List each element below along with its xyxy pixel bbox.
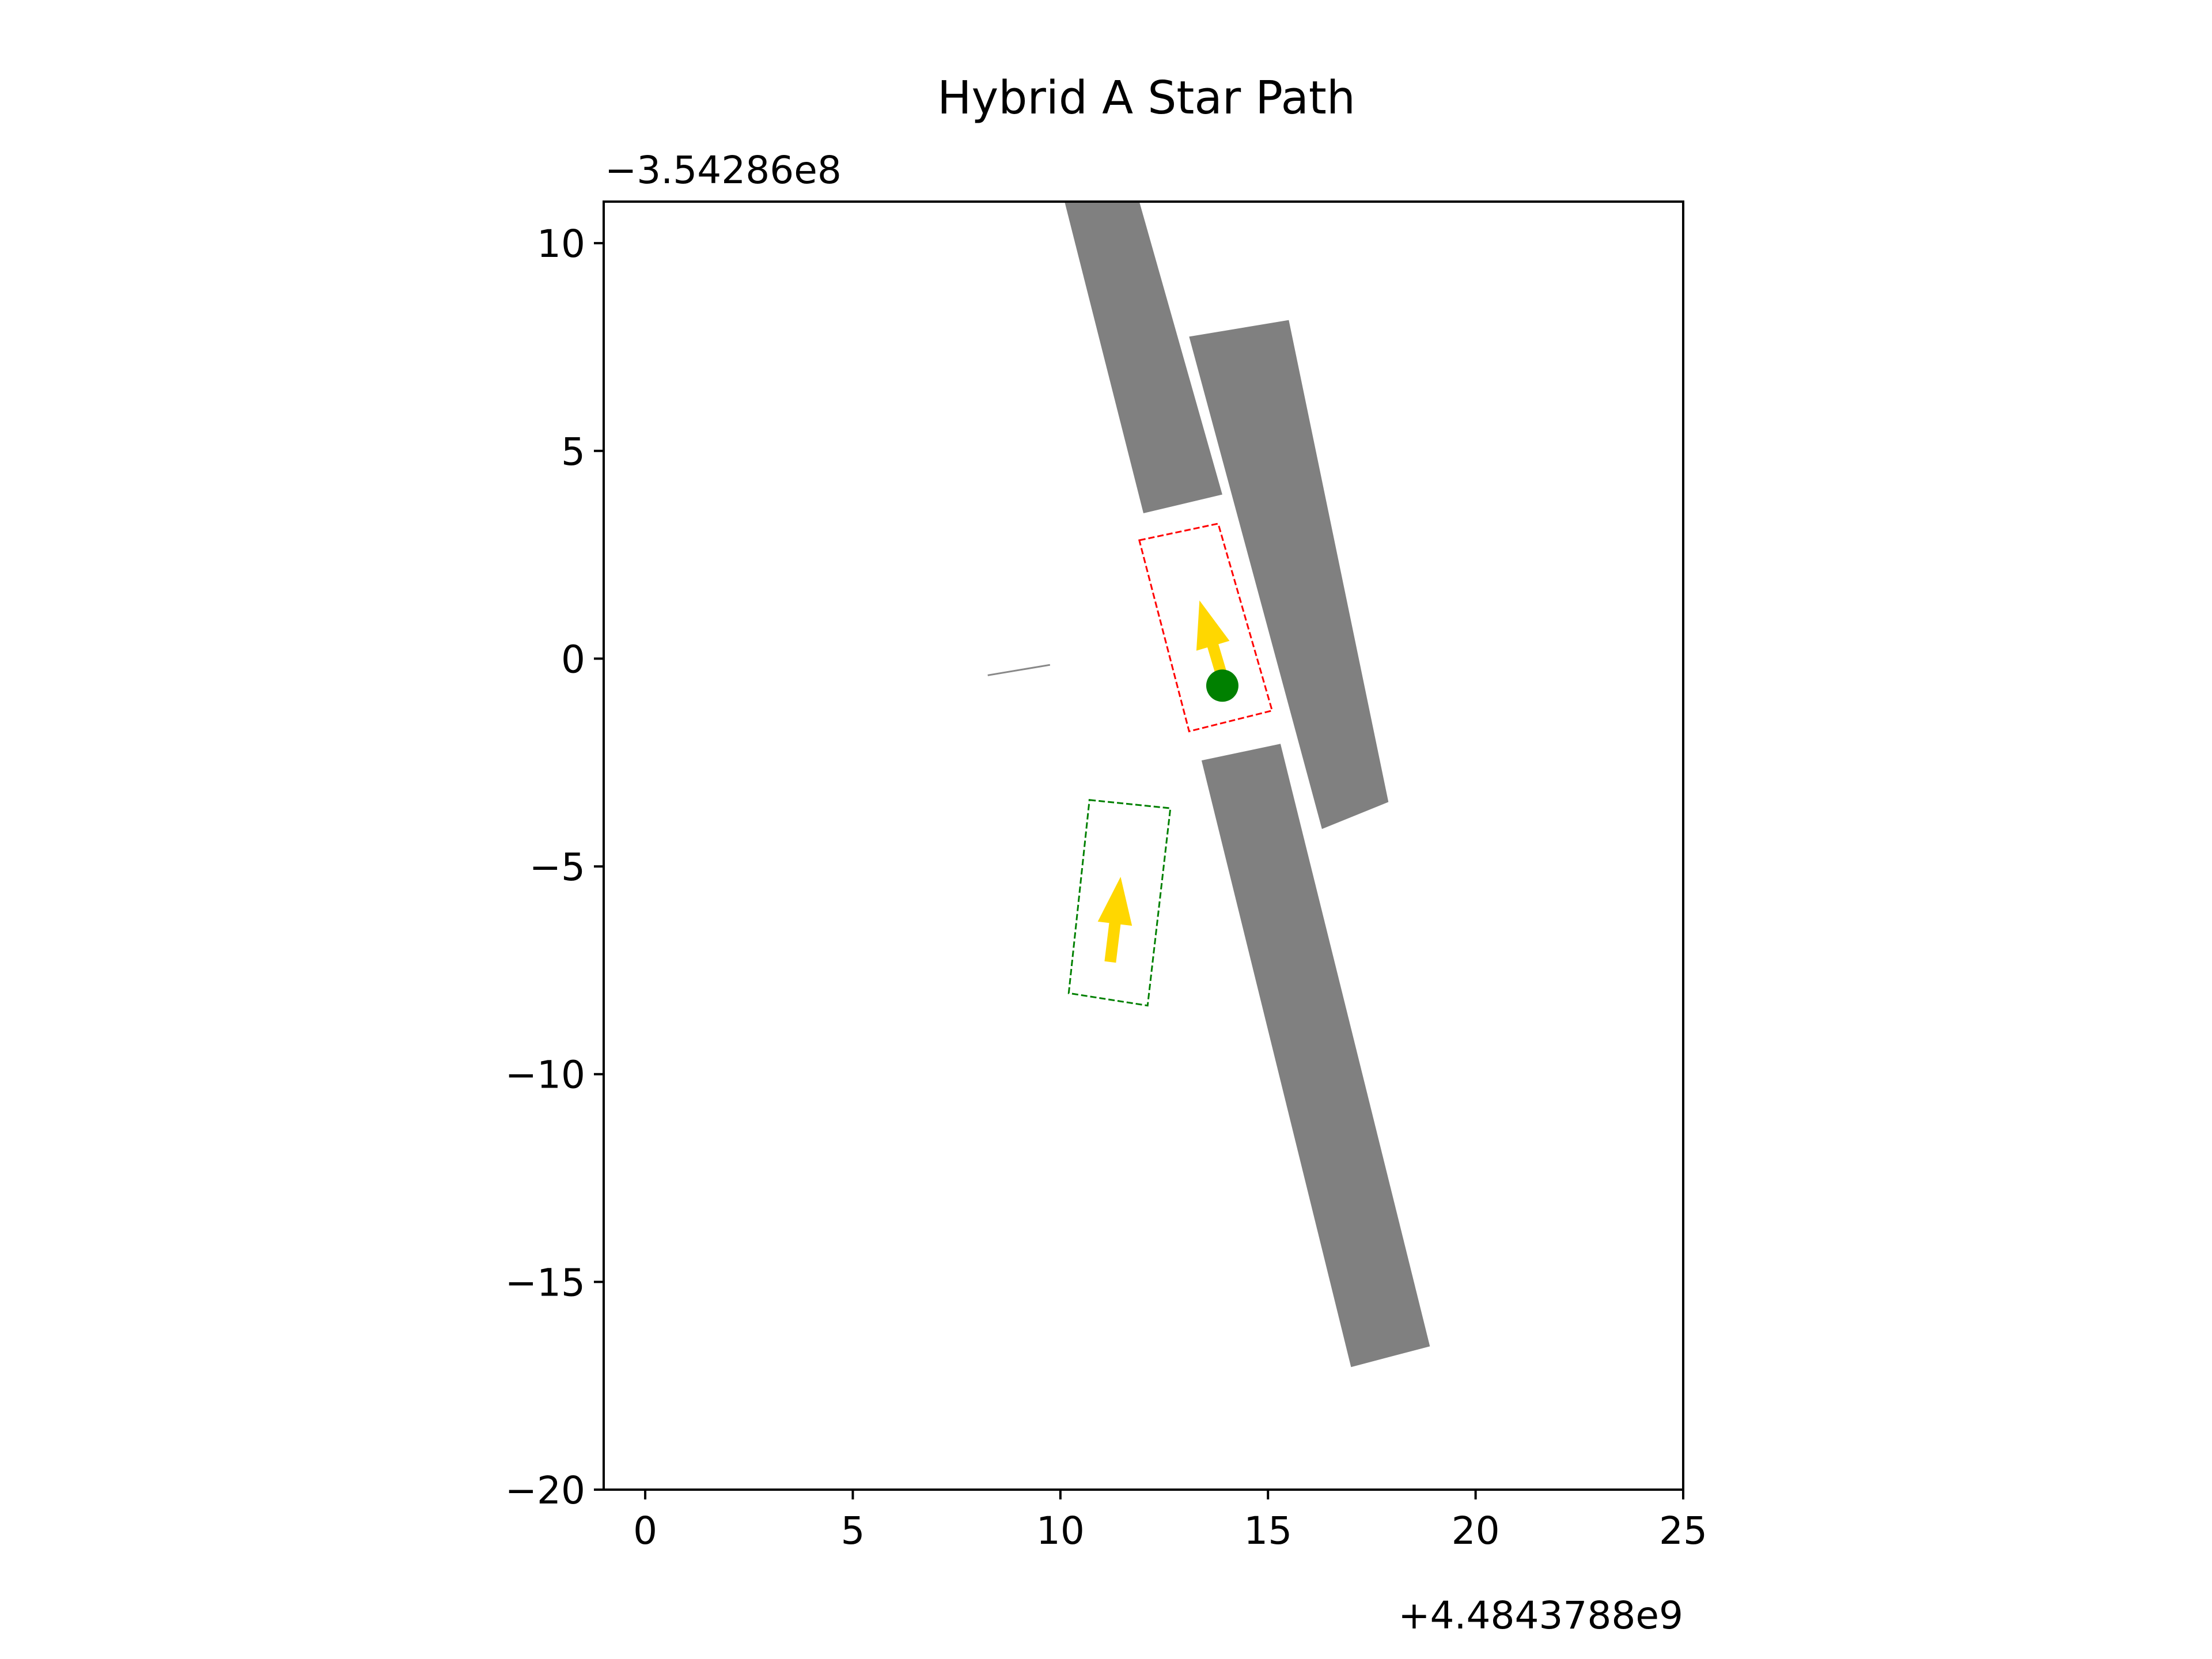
y-offset-label: −3.54286e8	[605, 148, 842, 192]
goal-footprint	[1067, 799, 1172, 1007]
y-tick-label: −15	[505, 1260, 585, 1305]
current-heading-arrow	[1196, 600, 1230, 679]
obstacle-upper-right	[1189, 320, 1389, 830]
x-tick-label: 0	[633, 1509, 657, 1553]
plot-area	[987, 202, 1430, 1368]
y-tick-label: 10	[537, 222, 585, 266]
x-tick-label: 15	[1244, 1509, 1292, 1553]
x-tick-label: 25	[1659, 1509, 1707, 1553]
current-position-marker	[1206, 669, 1238, 702]
chart-title: Hybrid A Star Path	[937, 71, 1355, 124]
obstacle-upper-left	[1065, 202, 1222, 513]
x-tick-label: 10	[1036, 1509, 1085, 1553]
y-tick-label: −20	[505, 1468, 585, 1513]
y-tick-label: −5	[529, 845, 585, 889]
obstacle-lower	[1201, 744, 1430, 1368]
path-segment	[987, 664, 1051, 676]
x-tick-label: 5	[840, 1509, 865, 1553]
y-tick-label: 0	[561, 637, 585, 681]
y-axis: 10 5 0 −5 −10 −15 −20	[505, 222, 604, 1513]
axes-frame	[603, 200, 1684, 1491]
x-tick-label: 20	[1452, 1509, 1500, 1553]
x-offset-label: +4.4843788e9	[1398, 1593, 1683, 1638]
current-footprint	[1138, 522, 1274, 733]
x-axis: 0 5 10 15 20 25	[633, 1490, 1707, 1553]
y-tick-label: 5	[561, 430, 585, 474]
goal-heading-arrow	[1097, 877, 1132, 963]
y-tick-label: −10	[505, 1053, 585, 1097]
